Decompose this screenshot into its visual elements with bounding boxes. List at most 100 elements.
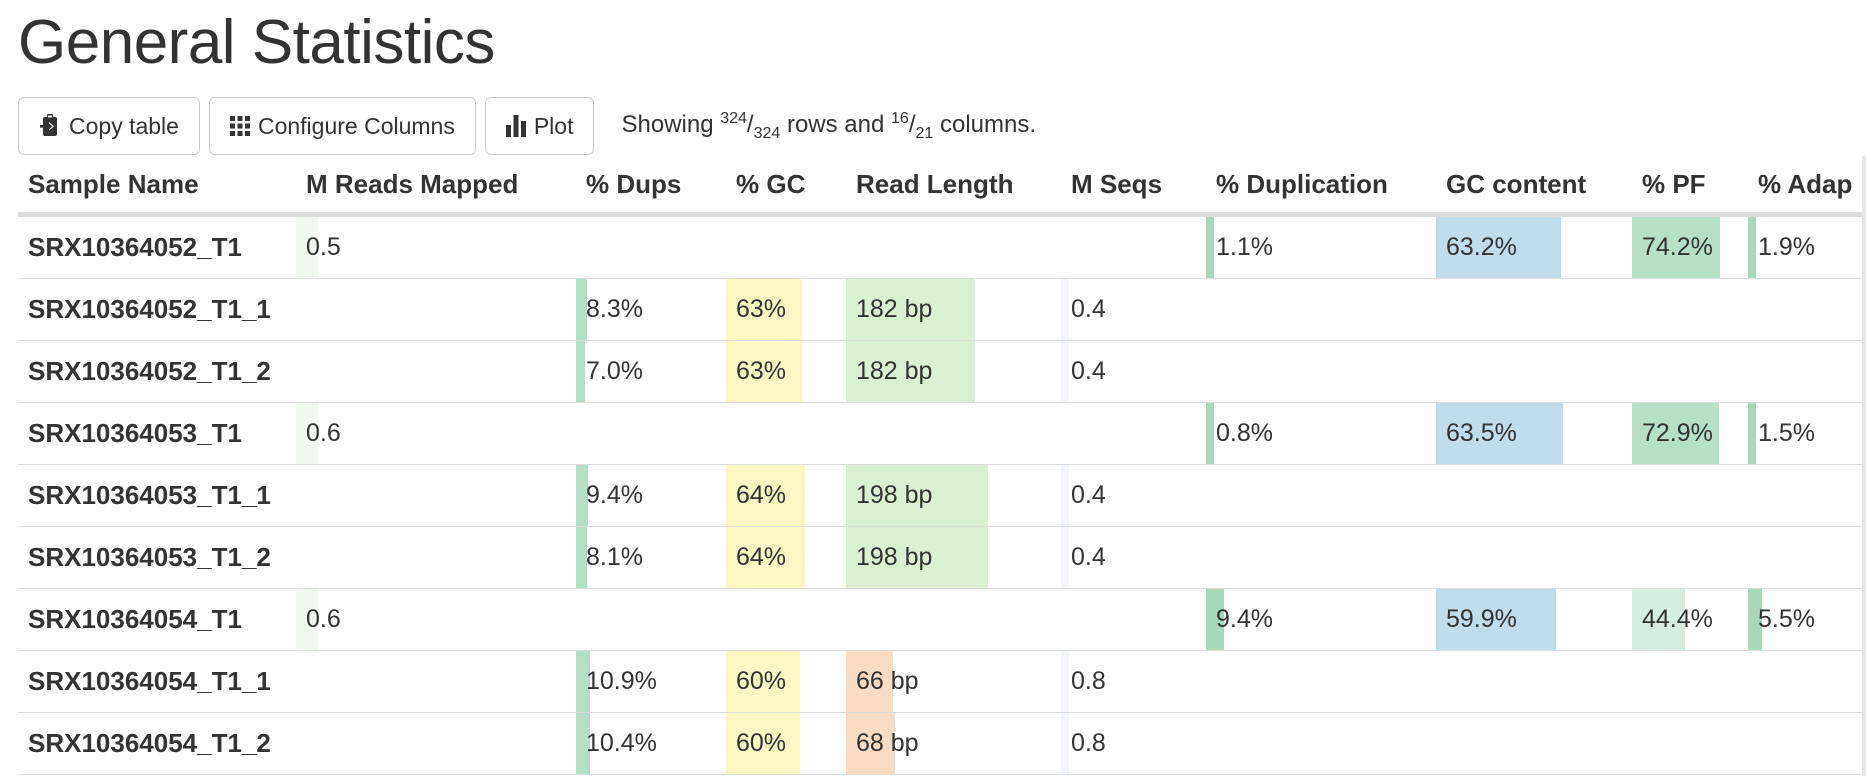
sample-name-cell: SRX10364052_T1_2 [18, 340, 296, 403]
cell-duplication [1206, 278, 1436, 341]
cell-read-length: 68 bp [846, 712, 1061, 775]
value-bar [726, 279, 802, 340]
bar-cell: 60% [726, 713, 846, 774]
column-header-gc-content[interactable]: GC content [1436, 156, 1632, 217]
cell-adapter [1748, 464, 1862, 527]
cell-value: 8.1% [586, 543, 643, 571]
cell-value: 0.4 [1071, 357, 1106, 385]
plot-button[interactable]: Plot [484, 97, 595, 155]
cell-adapter: 5.5% [1748, 588, 1862, 651]
sample-name-cell: SRX10364052_T1 [18, 214, 296, 279]
value-bar [1061, 279, 1069, 340]
table-row: SRX10364052_T1_2 7.0% 63% 182 bp 0.4 [18, 340, 1862, 403]
cols-shown: 16 [891, 109, 909, 127]
value-bar [1206, 403, 1214, 464]
cell-duplication [1206, 526, 1436, 589]
cell-mseqs: 0.8 [1061, 650, 1206, 713]
sample-name-cell: SRX10364054_T1_2 [18, 712, 296, 775]
bar-cell: 72.9% [1632, 403, 1748, 464]
cell-value: 64% [736, 481, 787, 509]
showing-summary: Showing 324/324 rows and 16/21 columns. [621, 109, 1037, 142]
cell-pf [1632, 340, 1748, 403]
cell-value: 64% [736, 543, 787, 571]
cell-value: 60% [736, 667, 787, 695]
bar-cell: 1.9% [1748, 217, 1862, 278]
column-header-m-reads-mapped[interactable]: M Reads Mapped [296, 156, 576, 217]
cell-duplication [1206, 650, 1436, 713]
cell-adapter: 1.9% [1748, 214, 1862, 279]
cell-gc [726, 402, 846, 465]
cell-value: 0.8 [1071, 729, 1106, 757]
copy-table-button[interactable]: Copy table [18, 97, 200, 155]
column-header-read-length[interactable]: Read Length [846, 156, 1061, 217]
cell-adapter [1748, 278, 1862, 341]
table-row: SRX10364053_T1_1 9.4% 64% 198 bp 0.4 [18, 464, 1862, 527]
value-bar [726, 465, 805, 526]
cell-reads-mapped: 0.5 [296, 214, 576, 279]
value-bar [846, 341, 975, 402]
bar-cell: 59.9% [1436, 589, 1632, 650]
bar-cell: 182 bp [846, 279, 1061, 340]
cell-dups: 8.3% [576, 278, 726, 341]
value-bar [726, 527, 805, 588]
cell-dups [576, 214, 726, 279]
cell-gc-content: 63.2% [1436, 214, 1632, 279]
sample-name-cell: SRX10364052_T1_1 [18, 278, 296, 341]
bar-chart-icon [505, 115, 526, 137]
column-header-pct-gc[interactable]: % GC [726, 156, 846, 217]
cell-reads-mapped: 0.6 [296, 402, 576, 465]
column-header-pct-duplication[interactable]: % Duplication [1206, 156, 1436, 217]
cell-gc: 60% [726, 650, 846, 713]
bar-cell: 9.4% [576, 465, 726, 526]
column-header-pct-dups[interactable]: % Dups [576, 156, 726, 217]
column-header-pct-pf[interactable]: % PF [1632, 156, 1748, 217]
cell-reads-mapped [296, 464, 576, 527]
column-header-pct-adapter[interactable]: % Adap [1748, 156, 1862, 217]
cell-adapter [1748, 340, 1862, 403]
cell-gc: 63% [726, 278, 846, 341]
cell-value: 59.9% [1446, 605, 1517, 633]
cell-value: 63.2% [1446, 233, 1517, 261]
cell-dups [576, 588, 726, 651]
cell-gc-content: 63.5% [1436, 402, 1632, 465]
value-bar [1061, 341, 1069, 402]
rows-total: 324 [753, 124, 781, 142]
configure-columns-button[interactable]: Configure Columns [208, 97, 476, 155]
cell-gc [726, 588, 846, 651]
cell-read-length [846, 402, 1061, 465]
value-bar [576, 465, 588, 526]
table-header-row: Sample Name M Reads Mapped % Dups % GC R… [18, 156, 1862, 217]
general-stats-table-container[interactable]: Sample Name M Reads Mapped % Dups % GC R… [18, 156, 1866, 776]
bar-cell: 0.4 [1061, 341, 1206, 402]
cell-value: 198 bp [856, 481, 933, 509]
bar-cell: 44.4% [1632, 589, 1748, 650]
value-bar [1632, 217, 1720, 278]
bar-cell: 0.8 [1061, 651, 1206, 712]
cell-pf [1632, 278, 1748, 341]
cell-gc-content [1436, 464, 1632, 527]
table-toolbar: Copy table Configure Columns [18, 96, 1036, 156]
value-bar [1061, 527, 1069, 588]
cell-value: 0.5 [306, 233, 341, 261]
value-bar [1632, 403, 1719, 464]
value-bar [1748, 403, 1756, 464]
table-row: SRX10364053_T1 0.6 0.8% 63.5% 72.9% 1.5% [18, 402, 1862, 465]
bar-cell: 8.1% [576, 527, 726, 588]
value-bar [846, 713, 895, 774]
cell-value: 1.5% [1758, 419, 1815, 447]
cell-gc-content: 59.9% [1436, 588, 1632, 651]
column-header-sample-name[interactable]: Sample Name [18, 156, 296, 217]
cell-dups: 10.9% [576, 650, 726, 713]
cell-dups: 7.0% [576, 340, 726, 403]
value-bar [846, 279, 975, 340]
cell-dups [576, 402, 726, 465]
cell-value: 0.4 [1071, 543, 1106, 571]
bar-cell: 7.0% [576, 341, 726, 402]
column-header-m-seqs[interactable]: M Seqs [1061, 156, 1206, 217]
bar-cell: 66 bp [846, 651, 1061, 712]
value-bar [576, 713, 590, 774]
cell-gc: 64% [726, 464, 846, 527]
value-bar [576, 279, 587, 340]
bar-cell: 63% [726, 341, 846, 402]
cell-mseqs [1061, 402, 1206, 465]
